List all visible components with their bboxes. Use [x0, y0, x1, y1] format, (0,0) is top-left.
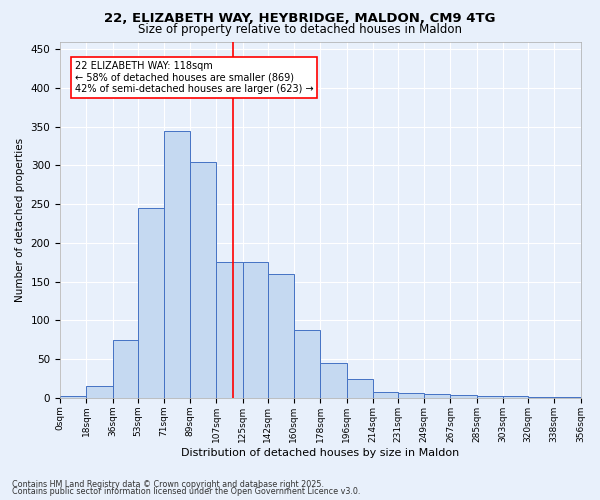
X-axis label: Distribution of detached houses by size in Maldon: Distribution of detached houses by size …: [181, 448, 460, 458]
Bar: [398, 392, 424, 398]
Bar: [217, 262, 243, 398]
Bar: [86, 386, 113, 398]
Bar: [243, 262, 268, 398]
Text: Contains public sector information licensed under the Open Government Licence v3: Contains public sector information licen…: [12, 488, 361, 496]
Bar: [528, 397, 554, 398]
Bar: [347, 378, 373, 398]
Bar: [503, 396, 528, 398]
Text: 22, ELIZABETH WAY, HEYBRIDGE, MALDON, CM9 4TG: 22, ELIZABETH WAY, HEYBRIDGE, MALDON, CM…: [104, 12, 496, 24]
Text: Contains HM Land Registry data © Crown copyright and database right 2025.: Contains HM Land Registry data © Crown c…: [12, 480, 324, 489]
Bar: [320, 363, 347, 398]
Bar: [554, 397, 581, 398]
Bar: [451, 395, 476, 398]
Bar: [190, 162, 217, 398]
Bar: [137, 208, 164, 398]
Text: 22 ELIZABETH WAY: 118sqm
← 58% of detached houses are smaller (869)
42% of semi-: 22 ELIZABETH WAY: 118sqm ← 58% of detach…: [74, 61, 313, 94]
Bar: [113, 340, 137, 398]
Bar: [60, 396, 86, 398]
Text: Size of property relative to detached houses in Maldon: Size of property relative to detached ho…: [138, 22, 462, 36]
Y-axis label: Number of detached properties: Number of detached properties: [15, 138, 25, 302]
Bar: [424, 394, 451, 398]
Bar: [294, 330, 320, 398]
Bar: [476, 396, 503, 398]
Bar: [373, 392, 398, 398]
Bar: [268, 274, 294, 398]
Bar: [164, 130, 190, 398]
